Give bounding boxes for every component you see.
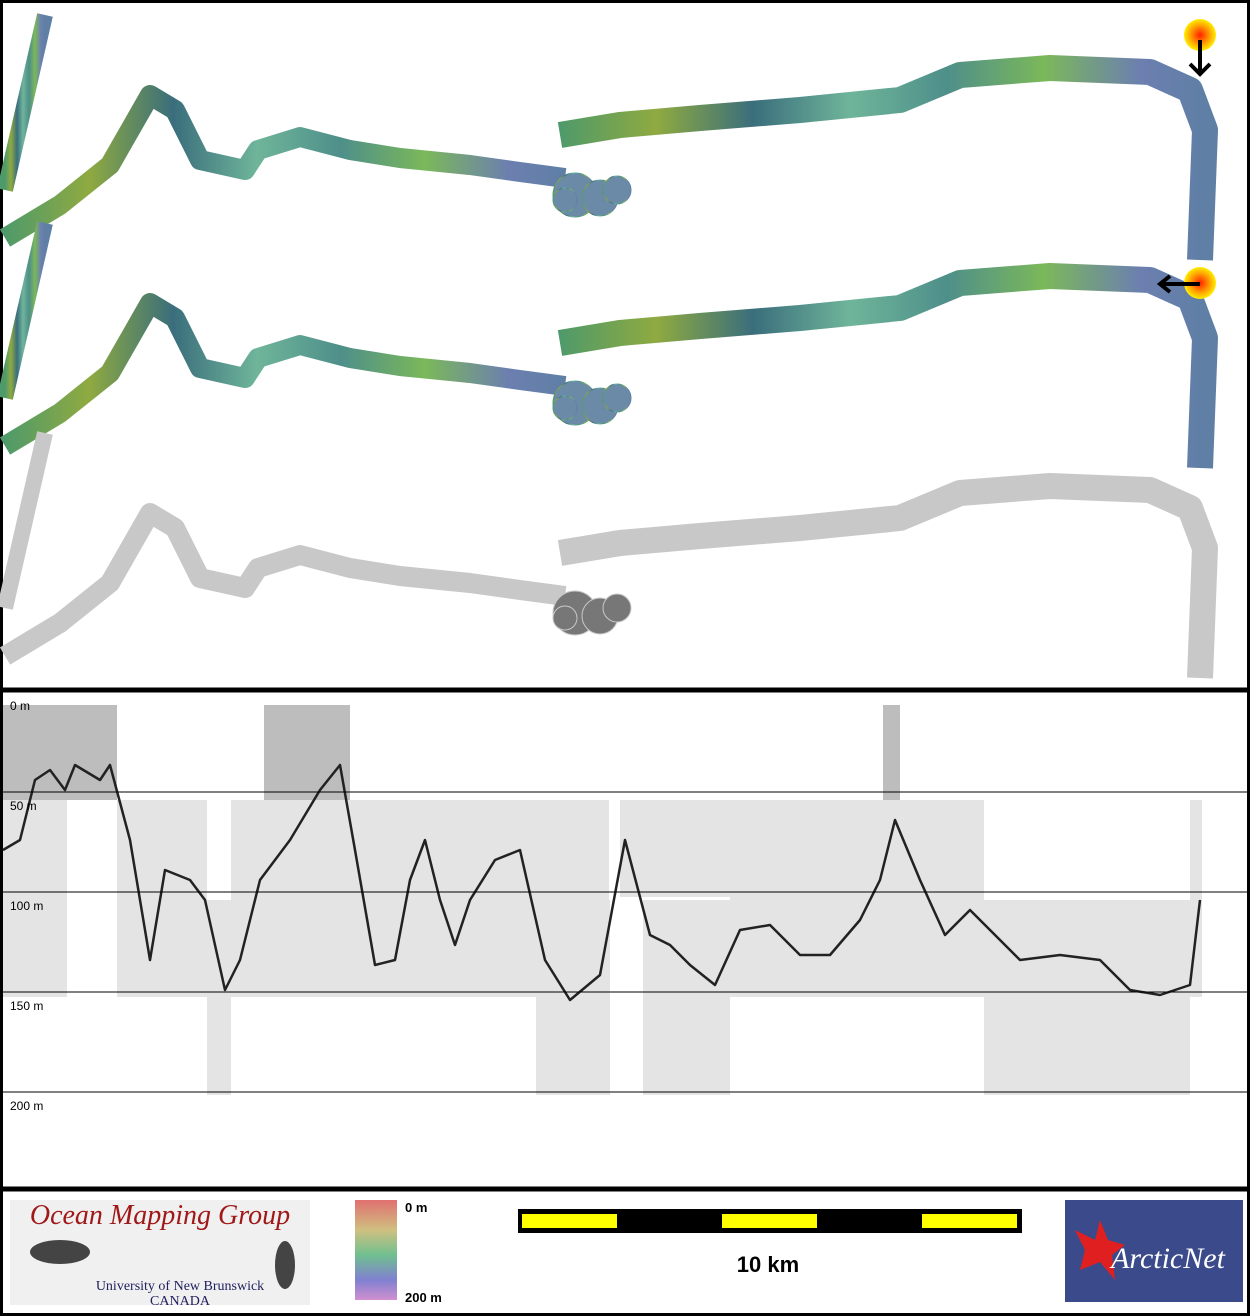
colorbar [355,1200,397,1300]
swath-colored-2 [5,223,1205,468]
depth-axis: 0 m 50 m 100 m 150 m 200 m [3,699,1247,1113]
scale-label: 10 km [737,1252,799,1277]
depth-label: 50 m [10,799,37,813]
omg-logo: Ocean Mapping Group University of New Br… [10,1200,310,1309]
depth-label: 150 m [10,999,43,1013]
swath-backscatter [5,433,1205,678]
depth-label: 100 m [10,899,43,913]
depth-label: 200 m [10,1099,43,1113]
logo-title: Ocean Mapping Group [30,1200,290,1231]
depth-label: 0 m [10,699,30,713]
arcticnet-logo: ArcticNet [1065,1200,1243,1302]
scale-bar [518,1209,1022,1233]
logo-text: University of New Brunswick [96,1279,264,1294]
sun-icon [1156,19,1216,299]
echogram [2,705,1202,1095]
logo-text: CANADA [150,1294,211,1309]
logo-title: ArcticNet [1109,1242,1226,1275]
swath-colored-1 [5,15,1205,260]
colorbar-label: 200 m [405,1290,442,1305]
colorbar-label: 0 m [405,1200,427,1215]
